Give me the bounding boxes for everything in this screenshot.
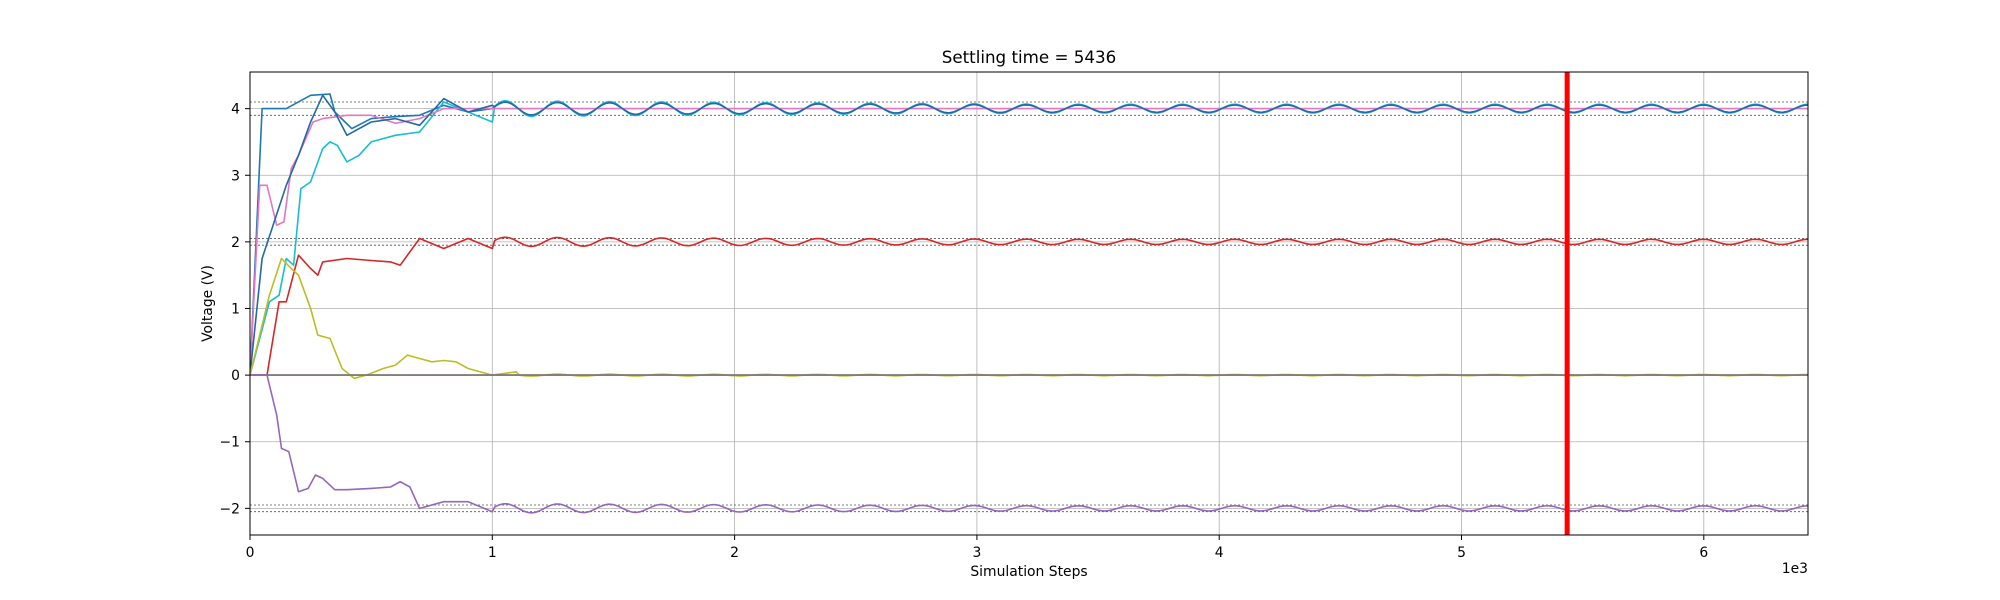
- x-tick-label: 2: [730, 545, 739, 561]
- x-tick-label: 1: [488, 545, 497, 561]
- y-tick-label: 4: [231, 102, 240, 118]
- plot-area: [250, 72, 1808, 535]
- y-tick-label: −2: [220, 501, 240, 517]
- series-line: [250, 107, 1808, 376]
- x-axis-offset-label: 1e3: [1782, 561, 1808, 577]
- axes-frame: [249, 71, 1809, 536]
- series-lines: [250, 93, 1808, 514]
- series-line: [250, 94, 1808, 376]
- x-tick-label: 5: [1457, 545, 1466, 561]
- y-tick-label: −1: [220, 435, 240, 451]
- y-tick-label: 3: [231, 168, 240, 184]
- x-axis-label: Simulation Steps: [970, 564, 1087, 580]
- x-axis-ticks: 0 1 2 3 4 5 6: [246, 535, 1708, 561]
- series-line: [250, 236, 1808, 376]
- y-tick-label: 0: [231, 368, 240, 384]
- y-axis-ticks: −2 −1 0 1 2 3 4: [220, 102, 250, 517]
- x-tick-label: 4: [1215, 545, 1224, 561]
- x-tick-label: 0: [246, 545, 255, 561]
- x-tick-label: 3: [972, 545, 981, 561]
- y-axis-label: Voltage (V): [200, 265, 216, 342]
- y-tick-label: 1: [231, 301, 240, 317]
- x-tick-label: 6: [1699, 545, 1708, 561]
- chart-title: Settling time = 5436: [942, 47, 1116, 67]
- y-tick-label: 2: [231, 235, 240, 251]
- series-line: [250, 374, 1808, 514]
